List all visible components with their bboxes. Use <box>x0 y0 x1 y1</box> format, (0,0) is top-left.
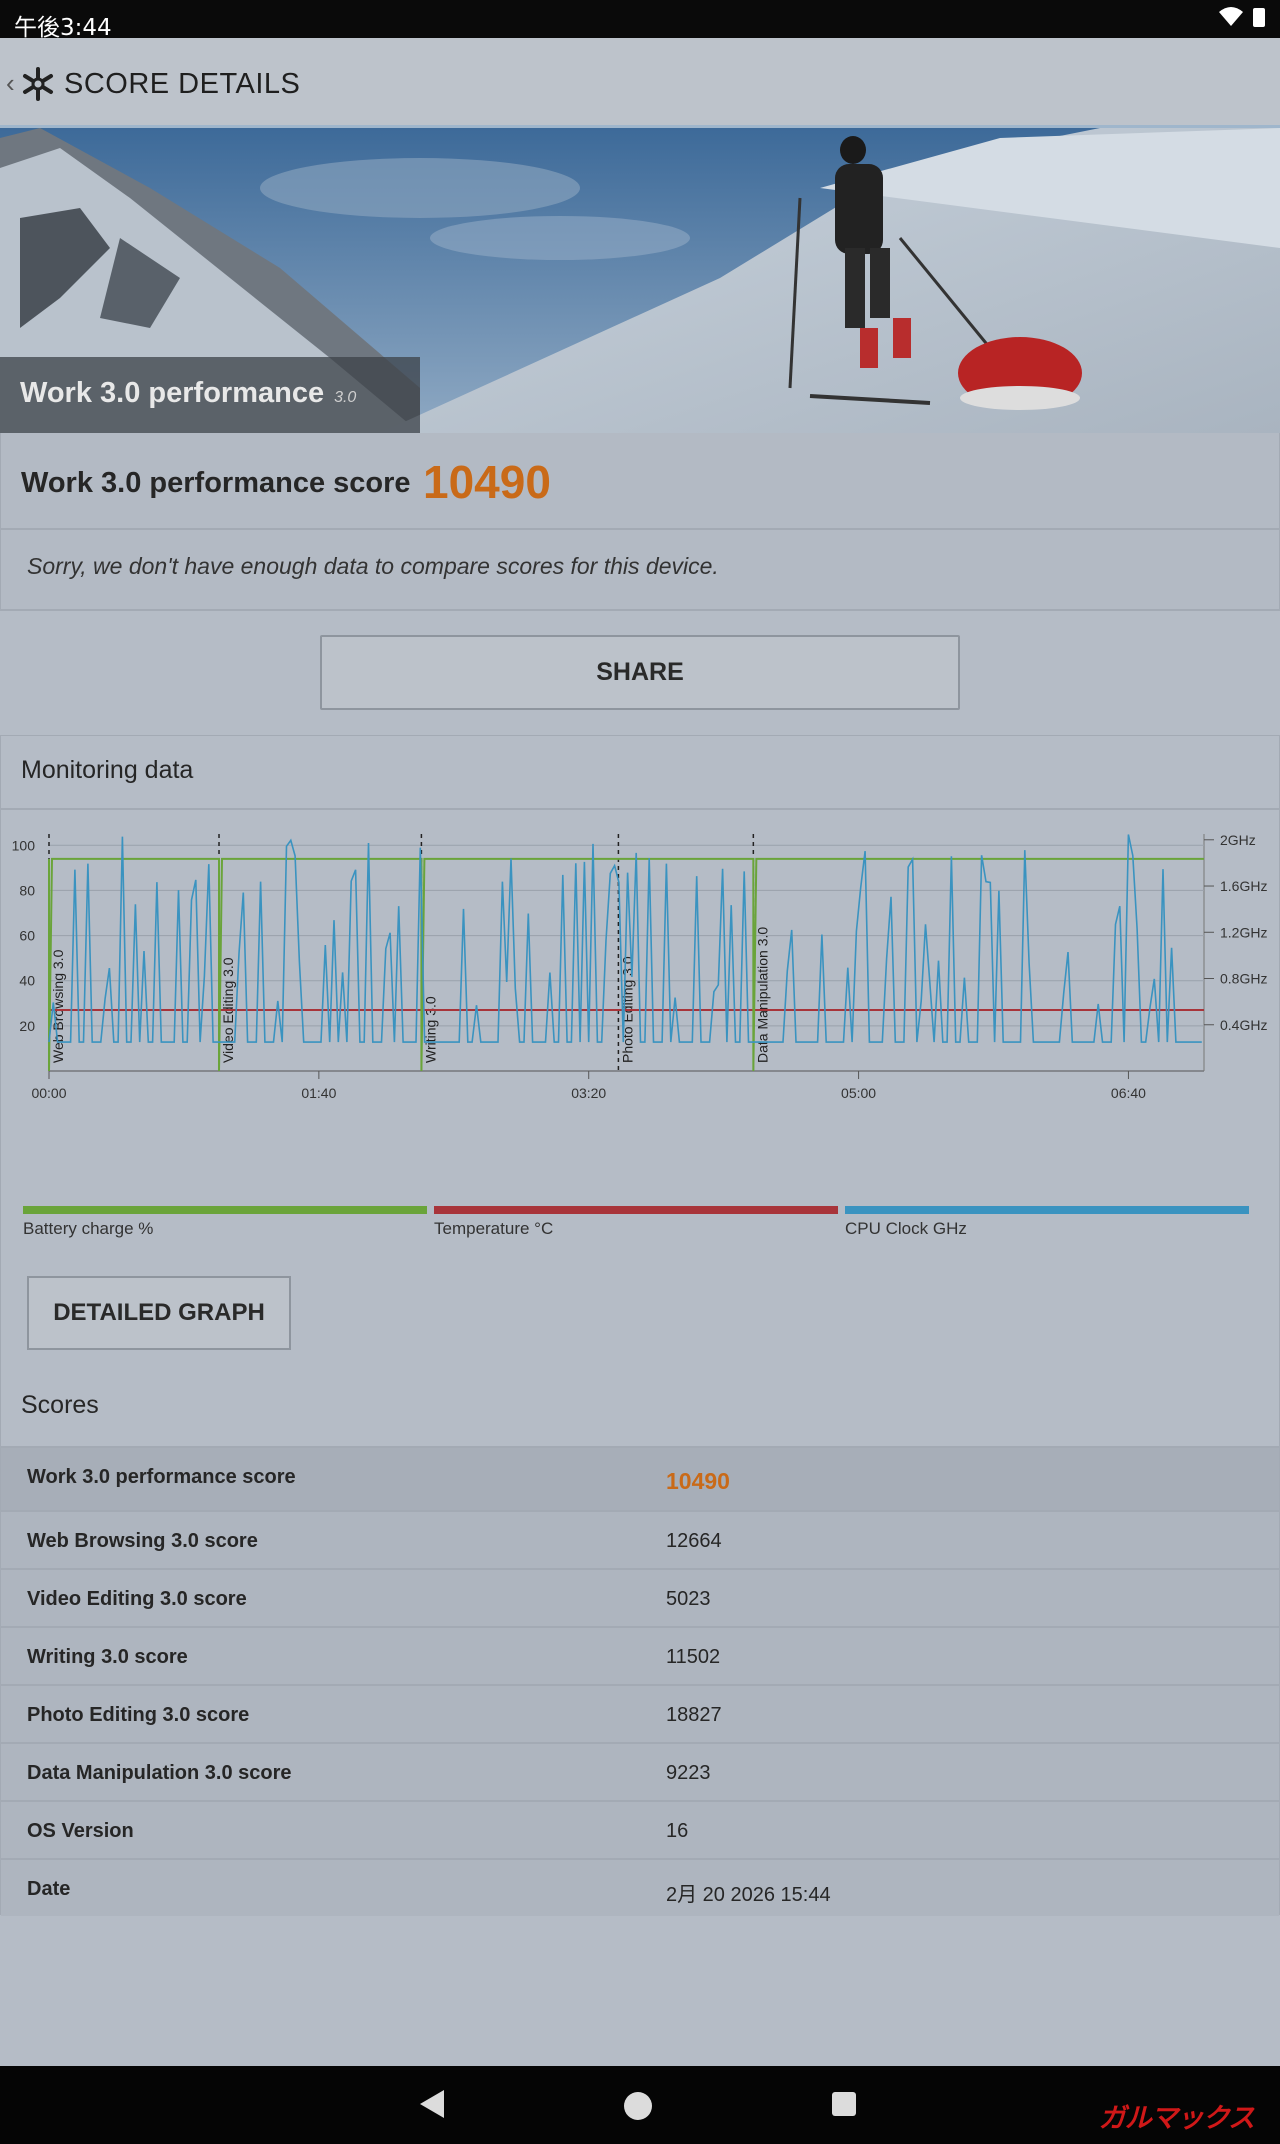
row-value: 18827 <box>666 1704 722 1726</box>
legend-battery-swatch <box>23 1206 427 1214</box>
hero-title: Work 3.0 performance <box>20 377 325 409</box>
row-label: Web Browsing 3.0 score <box>27 1530 258 1552</box>
hero-version: 3.0 <box>334 389 357 406</box>
row-value: 11502 <box>666 1646 721 1668</box>
legend-cpu-clock: CPU Clock GHz <box>845 1206 1249 1239</box>
sled <box>958 337 1082 410</box>
row-value: 9223 <box>666 1762 711 1784</box>
legend-cpu-clock-label: CPU Clock GHz <box>845 1219 967 1238</box>
row-label: Photo Editing 3.0 score <box>27 1704 250 1726</box>
monitoring-header: Monitoring data <box>1 736 1279 810</box>
table-row: Data Manipulation 3.0 score 9223 <box>1 1742 1279 1800</box>
overall-score-value: 10490 <box>423 456 551 508</box>
segment-label: Data Manipulation 3.0 <box>754 927 770 1063</box>
overall-score-label: Work 3.0 performance score <box>21 467 411 499</box>
legend-battery: Battery charge % <box>23 1206 427 1239</box>
app-bar: ‹ SCORE DETAILS <box>0 38 1280 128</box>
y-tick-label: 60 <box>19 928 35 944</box>
row-value: 12664 <box>666 1530 722 1552</box>
legend-temperature-swatch <box>434 1206 838 1214</box>
hero-image <box>0 128 1280 433</box>
scores-heading: Scores <box>21 1391 99 1419</box>
row-label: Video Editing 3.0 score <box>27 1588 247 1610</box>
legend-temperature-label: Temperature °C <box>434 1219 554 1238</box>
x-tick-label: 03:20 <box>571 1085 606 1101</box>
monitoring-title: Monitoring data <box>21 756 194 784</box>
table-row: Video Editing 3.0 score 5023 <box>1 1568 1279 1626</box>
detailed-graph-button[interactable]: DETAILED GRAPH <box>27 1276 291 1350</box>
score-card: Work 3.0 performance score 10490 Sorry, … <box>0 433 1280 611</box>
table-row: Work 3.0 performance score 10490 <box>1 1446 1279 1510</box>
wifi-icon <box>1219 7 1243 26</box>
y-tick-label: 20 <box>19 1018 35 1034</box>
x-tick-label: 06:40 <box>1111 1085 1146 1101</box>
share-button[interactable]: SHARE <box>320 635 960 710</box>
skier-figure <box>788 136 992 405</box>
row-value: 2月 20 2026 15:44 <box>666 1884 831 1906</box>
row-value: 5023 <box>666 1588 711 1610</box>
y-tick-label: 80 <box>19 882 35 898</box>
chart-legend: Battery charge % Temperature °C CPU Cloc… <box>23 1206 1259 1246</box>
nav-back-icon[interactable] <box>418 2088 448 2120</box>
legend-temperature: Temperature °C <box>434 1206 838 1239</box>
x-tick-label: 01:40 <box>301 1085 336 1101</box>
y-tick-label: 40 <box>19 973 35 989</box>
row-label: OS Version <box>27 1820 134 1842</box>
nav-recents-icon[interactable] <box>832 2092 856 2116</box>
row-value: 10490 <box>666 1468 730 1494</box>
back-arrow-icon[interactable]: ‹ <box>6 68 15 98</box>
scores-table: Work 3.0 performance score 10490 Web Bro… <box>1 1446 1279 1916</box>
system-nav-bar: ガルマックス <box>0 2066 1280 2144</box>
segment-label: Web Browsing 3.0 <box>50 949 66 1063</box>
y-right-tick-label: 0.8GHz <box>1220 971 1267 987</box>
y-right-tick-label: 2GHz <box>1220 832 1256 848</box>
battery-icon <box>1253 8 1265 27</box>
row-label: Data Manipulation 3.0 score <box>27 1762 292 1784</box>
row-label: Date <box>27 1878 71 1900</box>
legend-cpu-clock-swatch <box>845 1206 1249 1214</box>
row-label: Work 3.0 performance score <box>27 1466 296 1488</box>
segment-label: Writing 3.0 <box>422 996 438 1063</box>
status-bar: 午後3:44 <box>0 0 1280 41</box>
watermark-logo: ガルマックス <box>1098 2103 1255 2133</box>
overall-score-row: Work 3.0 performance score 10490 <box>1 433 1279 530</box>
3dmark-snowflake-icon[interactable] <box>20 66 56 102</box>
table-row: Web Browsing 3.0 score 12664 <box>1 1510 1279 1568</box>
table-row: Writing 3.0 score 11502 <box>1 1626 1279 1684</box>
monitoring-card: Monitoring data 100 80 60 40 20 2GHz 1.6GHz 1.2… <box>0 735 1280 1916</box>
monitoring-chart: 100 80 60 40 20 2GHz 1.6GHz 1.2GHz 0.8GHz 0.4GHz 0… <box>1 826 1280 1126</box>
y-tick-label: 100 <box>12 837 36 853</box>
y-right-tick-label: 1.2GHz <box>1220 924 1267 940</box>
table-row: Date 2月 20 2026 15:44 <box>1 1858 1279 1916</box>
table-row: Photo Editing 3.0 score 18827 <box>1 1684 1279 1742</box>
y-right-tick-label: 1.6GHz <box>1220 878 1267 894</box>
row-value: 16 <box>666 1820 689 1842</box>
y-right-tick-label: 0.4GHz <box>1220 1017 1267 1033</box>
hero-banner: Work 3.0 performance 3.0 <box>0 128 1280 433</box>
table-row: OS Version 16 <box>1 1800 1279 1858</box>
x-tick-label: 05:00 <box>841 1085 876 1101</box>
x-tick-label: 00:00 <box>31 1085 66 1101</box>
legend-battery-label: Battery charge % <box>23 1219 154 1238</box>
nav-home-icon[interactable] <box>624 2092 652 2120</box>
status-icons <box>1218 6 1266 28</box>
status-time: 午後3:44 <box>14 15 112 41</box>
cpu-clock-series-line <box>48 834 1202 1043</box>
monitoring-chart-svg: 100 80 60 40 20 2GHz 1.6GHz 1.2GHz 0.8GHz 0.4GHz 0… <box>12 832 1268 1101</box>
row-label: Writing 3.0 score <box>27 1646 188 1668</box>
hero-caption: Work 3.0 performance 3.0 <box>0 357 420 433</box>
page-title: SCORE DETAILS <box>64 68 301 100</box>
compare-note: Sorry, we don't have enough data to comp… <box>27 553 719 579</box>
